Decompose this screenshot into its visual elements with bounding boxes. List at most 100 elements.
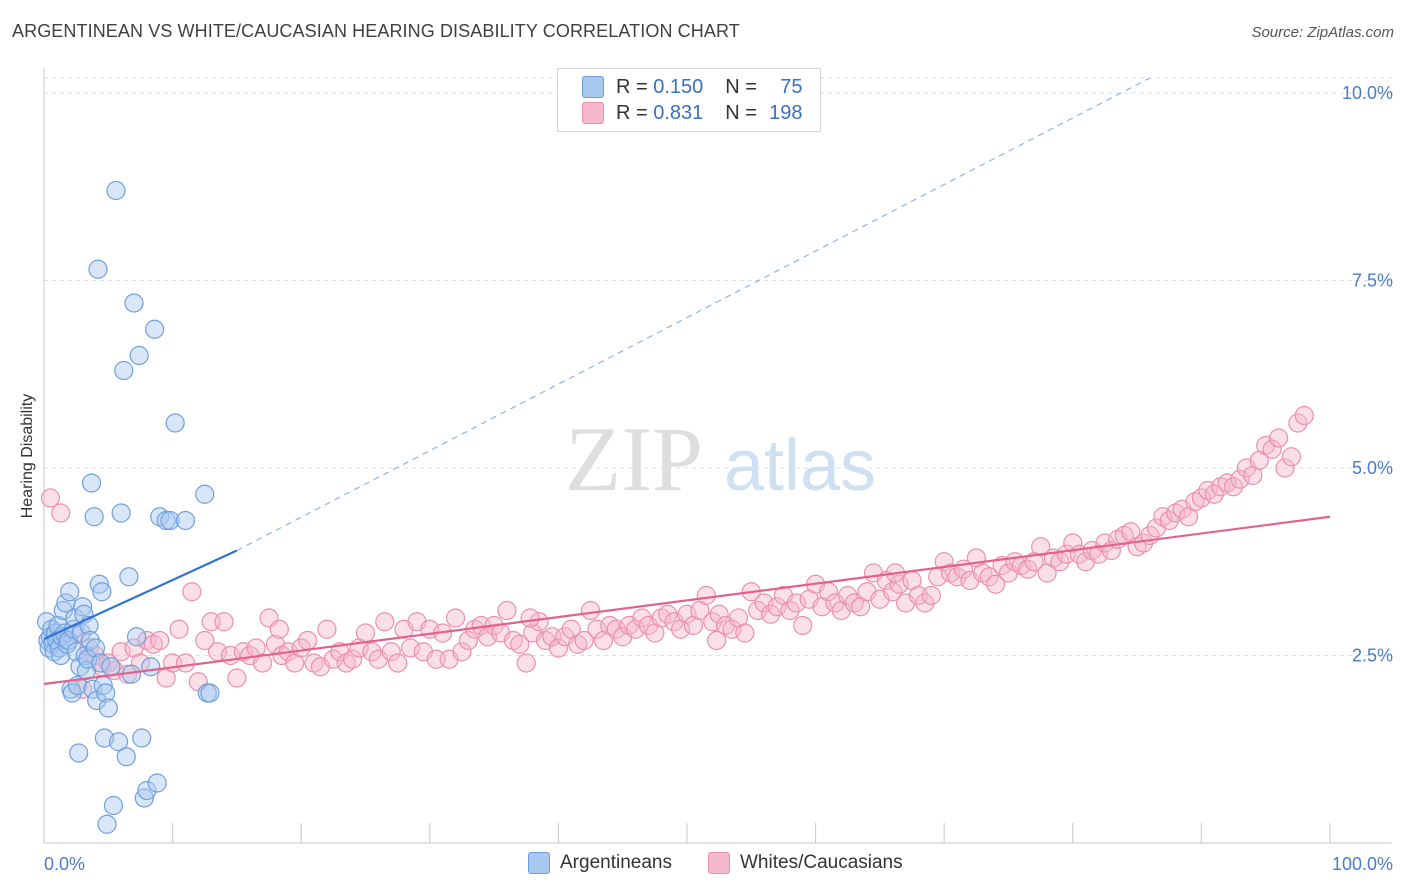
- legend-n-label: N =: [725, 75, 757, 98]
- point-argentineans: [97, 814, 117, 834]
- point-whites-caucasians: [362, 642, 382, 662]
- point-whites-caucasians: [921, 585, 941, 606]
- point-whites-caucasians: [735, 623, 755, 643]
- point-whites-caucasians: [748, 600, 768, 621]
- point-argentineans: [165, 413, 185, 433]
- point-whites-caucasians: [767, 597, 787, 617]
- point-whites-caucasians: [182, 582, 202, 602]
- point-whites-caucasians: [883, 582, 903, 602]
- point-whites-caucasians: [1223, 477, 1244, 497]
- legend-label-whites: Whites/Caucasians: [740, 852, 903, 873]
- series-argentineans: [36, 180, 220, 834]
- point-whites-caucasians: [574, 630, 594, 651]
- point-whites-caucasians: [709, 604, 729, 624]
- point-argentineans: [85, 638, 106, 658]
- point-argentineans: [81, 473, 102, 493]
- point-whites-caucasians: [1088, 544, 1109, 564]
- point-whites-caucasians: [520, 608, 540, 628]
- point-argentineans: [111, 503, 131, 523]
- source-label: Source: ZipAtlas.com: [1251, 24, 1394, 41]
- point-whites-caucasians: [838, 585, 858, 606]
- legend-n-label: N =: [725, 101, 757, 124]
- point-argentineans: [126, 627, 147, 647]
- point-whites-caucasians: [1262, 439, 1282, 459]
- series-legend: Argentineans Whites/Caucasians: [0, 852, 1406, 876]
- point-argentineans: [98, 698, 118, 718]
- point-argentineans: [92, 582, 112, 602]
- legend-r-label: R =: [616, 75, 648, 98]
- point-argentineans: [119, 567, 139, 587]
- point-whites-caucasians: [760, 604, 781, 624]
- point-argentineans: [106, 180, 126, 201]
- x-tick-label: 100.0%: [1332, 854, 1393, 874]
- point-argentineans: [147, 773, 167, 793]
- point-whites-caucasians: [1281, 447, 1302, 467]
- point-whites-caucasians: [658, 604, 678, 624]
- point-argentineans: [94, 728, 115, 748]
- y-tick-label: 5.0%: [1352, 458, 1393, 478]
- legend-r-value: 0.150: [653, 75, 704, 98]
- point-argentineans: [129, 345, 149, 366]
- point-whites-caucasians: [72, 679, 93, 699]
- point-whites-caucasians: [298, 630, 318, 651]
- point-whites-caucasians: [625, 619, 646, 639]
- legend-swatch-pink: [582, 102, 604, 124]
- point-argentineans: [134, 788, 154, 808]
- point-argentineans: [88, 259, 108, 279]
- point-whites-caucasians: [580, 600, 601, 621]
- point-argentineans: [84, 507, 104, 527]
- point-whites-caucasians: [754, 593, 774, 613]
- point-argentineans: [108, 732, 129, 752]
- watermark: ZIP atlas: [565, 408, 876, 510]
- point-argentineans: [90, 653, 111, 673]
- point-whites-caucasians: [606, 619, 626, 639]
- point-argentineans: [72, 597, 93, 617]
- point-whites-caucasians: [40, 488, 61, 508]
- point-whites-caucasians: [343, 649, 363, 669]
- point-whites-caucasians: [317, 619, 337, 639]
- point-whites-caucasians: [1230, 469, 1250, 489]
- point-argentineans: [195, 484, 215, 504]
- point-whites-caucasians: [696, 585, 716, 606]
- point-whites-caucasians: [1191, 488, 1212, 508]
- point-whites-caucasians: [150, 630, 170, 651]
- correlation-legend: R = 0.150 N = 75 R = 0.831 N = 198: [557, 68, 821, 132]
- point-whites-caucasians: [986, 574, 1006, 594]
- point-whites-caucasians: [1294, 405, 1314, 426]
- point-whites-caucasians: [516, 653, 536, 673]
- point-whites-caucasians: [1275, 458, 1295, 478]
- point-argentineans: [160, 510, 180, 531]
- point-whites-caucasians: [587, 619, 607, 639]
- point-argentineans: [114, 360, 134, 381]
- point-argentineans: [103, 795, 124, 816]
- point-whites-caucasians: [169, 619, 189, 639]
- legend-item-whites[interactable]: Whites/Caucasians: [708, 852, 903, 874]
- point-argentineans: [175, 510, 196, 531]
- point-whites-caucasians: [111, 642, 131, 662]
- point-whites-caucasians: [703, 612, 723, 632]
- point-argentineans: [137, 780, 157, 801]
- legend-row-whites: R = 0.831 N = 198: [582, 100, 803, 126]
- point-whites-caucasians: [1288, 413, 1308, 433]
- point-argentineans: [132, 728, 152, 748]
- point-argentineans: [124, 293, 144, 313]
- point-whites-caucasians: [291, 638, 311, 658]
- point-whites-caucasians: [706, 630, 727, 651]
- point-whites-caucasians: [51, 503, 71, 523]
- point-argentineans: [60, 582, 80, 602]
- point-whites-caucasians: [510, 634, 530, 654]
- point-whites-caucasians: [355, 623, 376, 643]
- point-whites-caucasians: [1204, 484, 1224, 504]
- point-whites-caucasians: [388, 653, 408, 673]
- chart-title: ARGENTINEAN VS WHITE/CAUCASIAN HEARING D…: [12, 21, 740, 41]
- point-argentineans: [78, 649, 98, 669]
- point-whites-caucasians: [400, 638, 421, 658]
- point-whites-caucasians: [722, 619, 742, 639]
- y-tick-label: 2.5%: [1352, 646, 1393, 666]
- point-whites-caucasians: [677, 604, 697, 624]
- legend-item-argentineans[interactable]: Argentineans: [528, 852, 672, 874]
- point-argentineans: [96, 683, 116, 703]
- point-whites-caucasians: [889, 574, 909, 594]
- point-argentineans: [83, 679, 103, 699]
